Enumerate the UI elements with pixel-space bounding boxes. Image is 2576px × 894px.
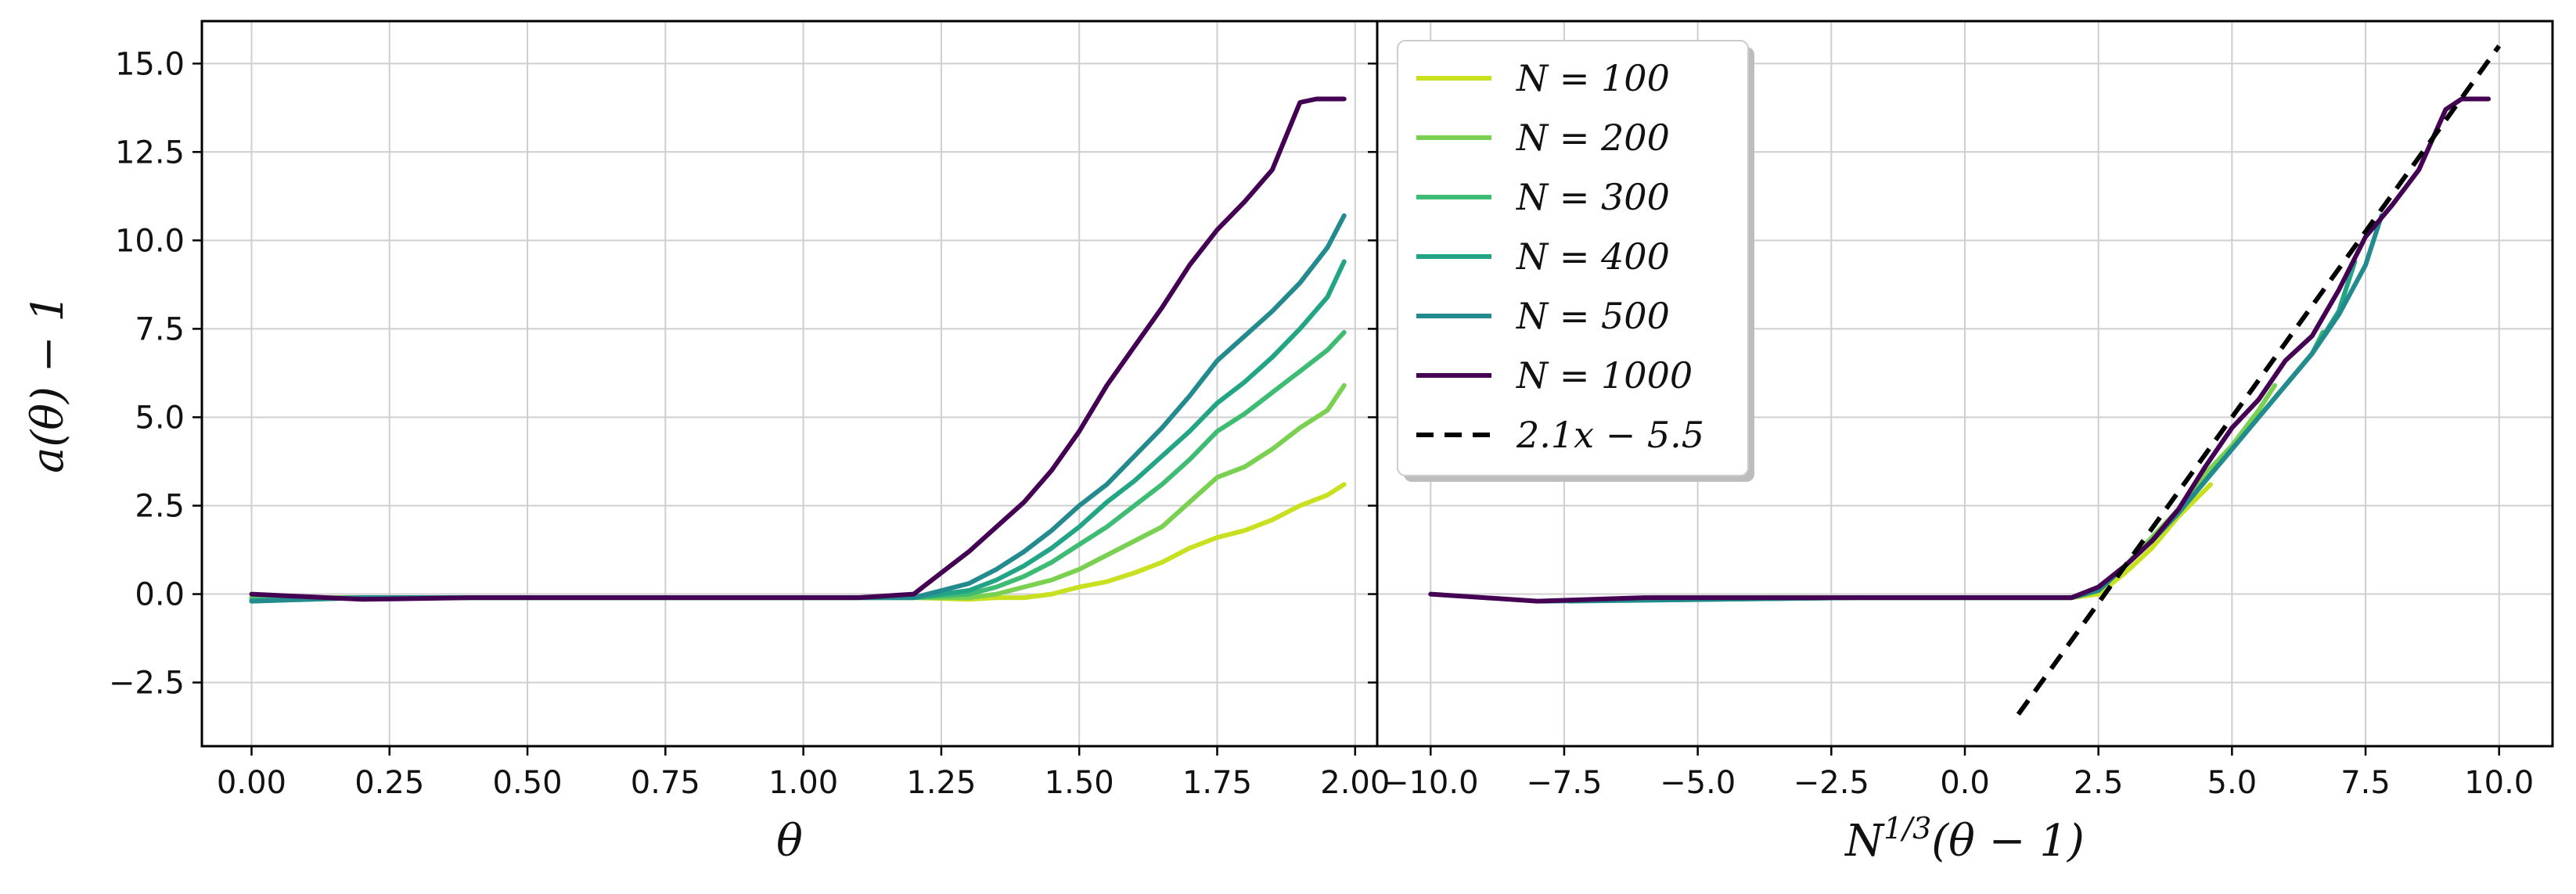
y-tick-label: −2.5 [109, 666, 185, 702]
x-tick-label: 1.75 [1182, 765, 1252, 801]
x-tick-label: 2.5 [2074, 765, 2124, 801]
right-ticks: −10.0 −7.5 −5.0 −2.5 0.0 2.5 5.0 7.5 10.0 [1368, 63, 2534, 801]
left-x-axis-label: θ [776, 816, 803, 867]
y-tick-label: 5.0 [135, 400, 185, 436]
x-tick-label: −2.5 [1793, 765, 1869, 801]
y-tick-label: 0.0 [135, 577, 185, 613]
x-tick-label: 5.0 [2207, 765, 2258, 801]
legend-label: N = 200 [1516, 117, 1670, 159]
x-tick-label: 0.50 [493, 765, 563, 801]
x-tick-label: 0.75 [631, 765, 700, 801]
legend-label: N = 400 [1516, 235, 1670, 278]
series-line [1428, 96, 2491, 604]
left-series [249, 96, 1347, 604]
x-tick-label: −5.0 [1660, 765, 1736, 801]
x-tick-label: 0.00 [217, 765, 286, 801]
x-tick-label: 1.25 [906, 765, 976, 801]
right-panel: −10.0 −7.5 −5.0 −2.5 0.0 2.5 5.0 7.5 10.0 N1/3(θ… [1368, 20, 2554, 867]
y-tick-label: 10.0 [115, 223, 185, 259]
y-tick-label: 2.5 [135, 489, 185, 525]
x-tick-label: 1.00 [768, 765, 838, 801]
y-axis-label: a(θ) − 1 [23, 294, 74, 473]
y-tick-label: 7.5 [135, 311, 185, 347]
legend-label: N = 300 [1516, 176, 1670, 218]
y-tick-label: 12.5 [115, 135, 185, 171]
series-line [249, 482, 1347, 602]
x-tick-label: 0.25 [354, 765, 424, 801]
y-tick-label: 15.0 [115, 46, 185, 82]
legend-label: 2.1x − 5.5 [1516, 414, 1704, 456]
x-tick-label: 7.5 [2340, 765, 2391, 801]
legend-label: N = 1000 [1516, 354, 1693, 397]
x-tick-label: 2.00 [1320, 765, 1390, 801]
legend-box [1397, 40, 1749, 476]
x-tick-label: −10.0 [1383, 765, 1479, 801]
series-line [249, 96, 1347, 602]
left-ticks: 0.00 0.25 0.50 0.75 1.00 1.25 1.50 1.75 2.00 −2.5… [109, 46, 1390, 801]
right-x-axis-label: N1/3(θ − 1) [1844, 811, 2085, 867]
legend-label: N = 500 [1516, 295, 1670, 337]
x-tick-label: 0.0 [1940, 765, 1990, 801]
x-label-rest: (θ − 1) [1931, 816, 2085, 867]
x-tick-label: −7.5 [1526, 765, 1602, 801]
x-label-base: N [1844, 816, 1885, 867]
legend-label: N = 100 [1516, 57, 1670, 99]
series-line [249, 259, 1347, 604]
legend: N = 100 N = 200 N = 300 N = 400 N = 500 N = 1… [1397, 40, 1754, 482]
right-plot-frame [1376, 20, 2554, 748]
x-tick-label: 10.0 [2464, 765, 2534, 801]
left-panel: 0.00 0.25 0.50 0.75 1.00 1.25 1.50 1.75 2.00 −2.5… [23, 20, 1390, 867]
series-line [249, 213, 1347, 604]
x-tick-label: 1.50 [1045, 765, 1114, 801]
x-label-superscript: 1/3 [1883, 811, 1931, 846]
left-gridlines [202, 21, 1377, 746]
series-line [249, 329, 1347, 602]
right-series [1428, 44, 2502, 716]
series-line [2016, 44, 2502, 716]
